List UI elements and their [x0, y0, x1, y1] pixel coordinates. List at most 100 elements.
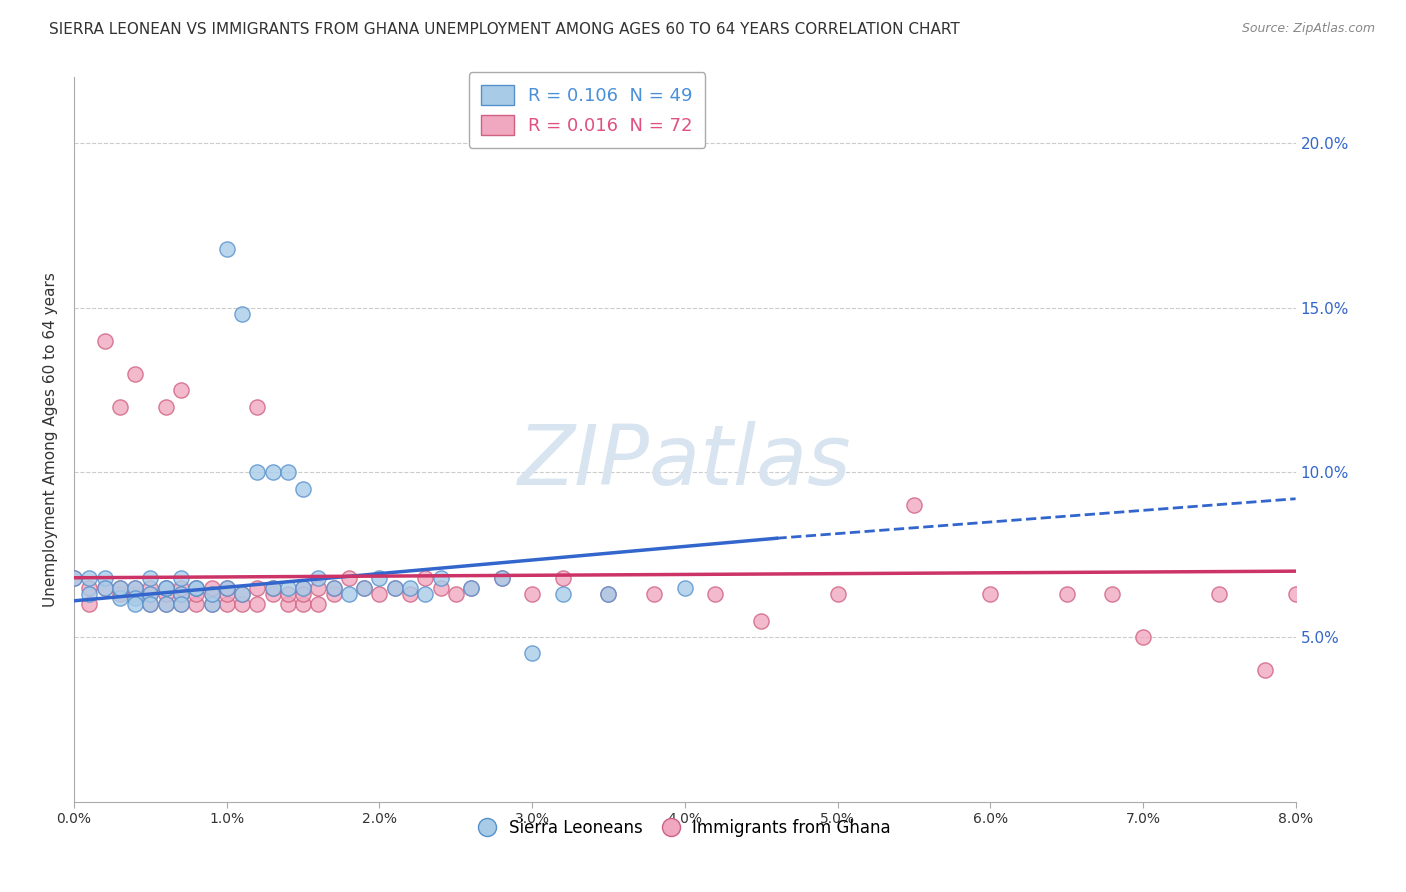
Point — [155, 400, 177, 414]
Point — [186, 597, 208, 611]
Point — [246, 400, 269, 414]
Point — [460, 581, 482, 595]
Point — [124, 581, 146, 595]
Point — [215, 587, 238, 601]
Point — [399, 581, 422, 595]
Point — [170, 597, 193, 611]
Point — [429, 571, 451, 585]
Point — [108, 400, 131, 414]
Point — [491, 571, 513, 585]
Point — [93, 571, 115, 585]
Point — [231, 587, 253, 601]
Point — [903, 499, 925, 513]
Point — [170, 587, 193, 601]
Point — [215, 597, 238, 611]
Point — [108, 587, 131, 601]
Point — [155, 597, 177, 611]
Point — [399, 587, 422, 601]
Point — [353, 581, 375, 595]
Point — [139, 597, 162, 611]
Point — [827, 587, 849, 601]
Point — [215, 581, 238, 595]
Point — [186, 581, 208, 595]
Point — [444, 587, 467, 601]
Point — [643, 587, 665, 601]
Point — [277, 597, 299, 611]
Point — [124, 597, 146, 611]
Text: Source: ZipAtlas.com: Source: ZipAtlas.com — [1241, 22, 1375, 36]
Point — [979, 587, 1001, 601]
Point — [139, 597, 162, 611]
Point — [170, 597, 193, 611]
Point — [429, 581, 451, 595]
Point — [170, 587, 193, 601]
Point — [63, 571, 86, 585]
Point — [186, 581, 208, 595]
Point — [598, 587, 620, 601]
Point — [231, 597, 253, 611]
Legend: Sierra Leoneans, Immigrants from Ghana: Sierra Leoneans, Immigrants from Ghana — [472, 813, 897, 844]
Point — [124, 587, 146, 601]
Point — [277, 581, 299, 595]
Point — [170, 571, 193, 585]
Point — [108, 591, 131, 605]
Point — [1254, 663, 1277, 677]
Point — [1101, 587, 1123, 601]
Point — [292, 581, 315, 595]
Point — [384, 581, 406, 595]
Point — [231, 307, 253, 321]
Point — [79, 597, 101, 611]
Point — [155, 597, 177, 611]
Point — [108, 581, 131, 595]
Point — [108, 581, 131, 595]
Point — [413, 587, 436, 601]
Point — [277, 466, 299, 480]
Point — [155, 581, 177, 595]
Point — [246, 466, 269, 480]
Point — [200, 597, 222, 611]
Point — [200, 597, 222, 611]
Point — [353, 581, 375, 595]
Point — [246, 581, 269, 595]
Point — [337, 571, 360, 585]
Point — [186, 581, 208, 595]
Point — [551, 587, 574, 601]
Point — [598, 587, 620, 601]
Point — [139, 587, 162, 601]
Point — [186, 587, 208, 601]
Point — [139, 571, 162, 585]
Point — [155, 587, 177, 601]
Point — [63, 571, 86, 585]
Point — [1284, 587, 1306, 601]
Point — [79, 587, 101, 601]
Point — [322, 581, 344, 595]
Point — [124, 591, 146, 605]
Point — [170, 383, 193, 397]
Point — [460, 581, 482, 595]
Point — [413, 571, 436, 585]
Point — [292, 587, 315, 601]
Point — [262, 587, 284, 601]
Point — [79, 581, 101, 595]
Point — [277, 587, 299, 601]
Point — [337, 587, 360, 601]
Point — [307, 581, 329, 595]
Point — [139, 581, 162, 595]
Point — [307, 571, 329, 585]
Point — [292, 597, 315, 611]
Point — [292, 482, 315, 496]
Point — [673, 581, 696, 595]
Text: ZIPatlas: ZIPatlas — [517, 421, 852, 501]
Point — [1208, 587, 1230, 601]
Point — [704, 587, 727, 601]
Point — [1132, 630, 1154, 644]
Point — [124, 581, 146, 595]
Point — [124, 367, 146, 381]
Point — [307, 597, 329, 611]
Point — [200, 587, 222, 601]
Point — [1056, 587, 1078, 601]
Point — [262, 581, 284, 595]
Point — [322, 587, 344, 601]
Point — [749, 614, 772, 628]
Point — [368, 571, 391, 585]
